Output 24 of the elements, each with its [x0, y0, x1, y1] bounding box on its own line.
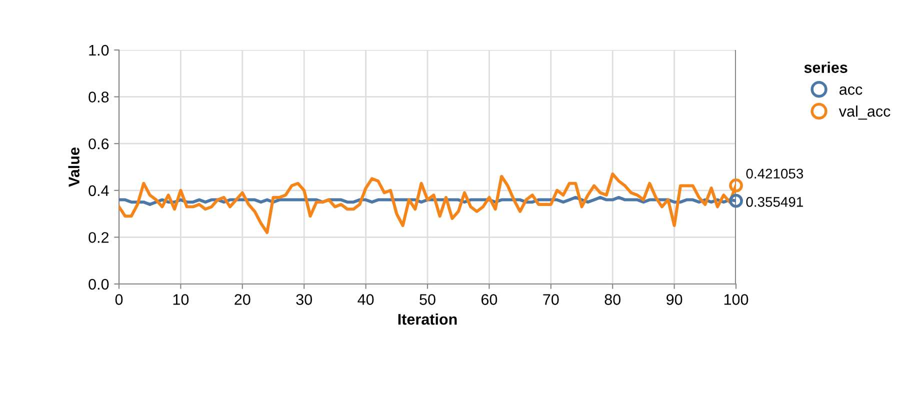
data-label: 0.355491	[746, 197, 803, 207]
legend-title: series	[804, 62, 848, 73]
legend-label: acc	[840, 86, 862, 95]
legend-label: val_acc	[838, 106, 890, 120]
y-axis-title: Value	[68, 148, 80, 187]
x-tick-label: 20	[234, 294, 250, 305]
x-tick-label: 70	[543, 294, 559, 305]
x-tick-label: 30	[296, 294, 312, 305]
x-tick-label: 60	[481, 294, 498, 305]
x-tick-label: 10	[173, 294, 189, 305]
y-tick-label: 0.8	[88, 92, 109, 102]
y-tick-label: 1.0	[89, 44, 109, 56]
y-tick-label: 0.0	[88, 278, 109, 290]
x-tick-label: 80	[604, 294, 620, 305]
x-tick-label: 0	[115, 294, 123, 305]
x-axis-title: Iteration	[398, 314, 457, 325]
y-tick-label: 0.2	[88, 232, 109, 243]
x-tick-label: 100	[724, 294, 748, 305]
data-label: 0.421053	[746, 168, 804, 179]
x-tick-label: 40	[358, 294, 374, 305]
x-tick-label: 50	[420, 294, 436, 305]
y-tick-label: 0.6	[88, 138, 109, 150]
x-tick-label: 90	[666, 294, 682, 305]
y-tick-label: 0.4	[88, 185, 109, 196]
